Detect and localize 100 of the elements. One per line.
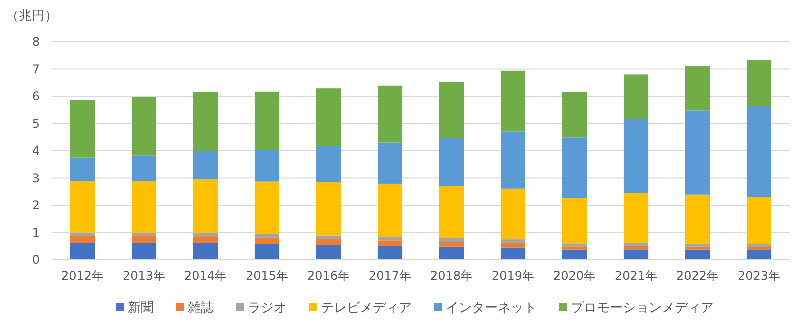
bar bbox=[378, 240, 403, 246]
bar bbox=[746, 106, 772, 198]
y-axis-title: （兆円） bbox=[6, 9, 58, 24]
y-tick-label: 3 bbox=[32, 171, 40, 186]
bar bbox=[685, 110, 710, 195]
y-tick-label: 6 bbox=[32, 90, 40, 104]
bar bbox=[316, 88, 342, 146]
bar bbox=[132, 97, 157, 156]
bar bbox=[70, 100, 96, 158]
bar bbox=[500, 240, 526, 244]
bar bbox=[378, 246, 403, 260]
bar bbox=[378, 184, 403, 238]
bar bbox=[132, 156, 157, 182]
bar bbox=[500, 243, 526, 248]
bar bbox=[624, 193, 649, 244]
x-tick-label: 2016年 bbox=[307, 269, 350, 283]
x-tick-label: 2015年 bbox=[246, 269, 289, 283]
bar bbox=[193, 236, 218, 244]
bar bbox=[500, 132, 526, 189]
bar bbox=[746, 244, 772, 248]
legend-label: ラジオ bbox=[248, 301, 287, 316]
y-tick-label: 0 bbox=[32, 253, 40, 267]
x-tick-label: 2017年 bbox=[368, 269, 412, 283]
bar bbox=[562, 246, 588, 250]
x-tick-label: 2013年 bbox=[122, 269, 166, 283]
bar bbox=[500, 70, 526, 132]
y-tick-label: 7 bbox=[32, 62, 40, 76]
x-tick-label: 2021年 bbox=[614, 269, 658, 283]
bar bbox=[685, 250, 710, 260]
bar bbox=[70, 182, 96, 233]
bar bbox=[378, 142, 403, 184]
bar bbox=[624, 250, 649, 260]
bar bbox=[70, 243, 96, 260]
bar bbox=[132, 233, 157, 236]
y-tick-label: 5 bbox=[32, 116, 40, 131]
x-tick-label: 2012年 bbox=[61, 269, 104, 283]
bar bbox=[254, 150, 280, 182]
bar bbox=[316, 146, 342, 182]
bar bbox=[685, 244, 710, 247]
bar bbox=[316, 182, 342, 236]
x-tick-label: 2022年 bbox=[676, 269, 720, 283]
bar bbox=[254, 234, 280, 238]
bar bbox=[746, 247, 772, 250]
bar bbox=[70, 232, 96, 236]
bar bbox=[562, 250, 588, 260]
bar bbox=[316, 239, 342, 246]
bar bbox=[316, 245, 342, 260]
bar bbox=[439, 138, 464, 186]
bar bbox=[193, 151, 218, 180]
bar bbox=[132, 181, 157, 234]
bar bbox=[193, 243, 218, 260]
y-tick-label: 2 bbox=[32, 198, 40, 212]
bar bbox=[193, 92, 218, 151]
bar bbox=[378, 237, 403, 241]
bar bbox=[439, 186, 464, 238]
bar bbox=[439, 246, 464, 260]
bar bbox=[132, 236, 157, 244]
bar bbox=[439, 238, 464, 242]
x-tick-label: 2019年 bbox=[492, 269, 535, 283]
bar bbox=[193, 180, 218, 234]
x-tick-label: 2020年 bbox=[553, 269, 596, 283]
bar bbox=[378, 86, 403, 143]
bar bbox=[70, 158, 96, 182]
legend-label: プロモーションメディア bbox=[571, 301, 714, 316]
bar bbox=[254, 182, 280, 234]
bar bbox=[624, 243, 649, 246]
bar bbox=[254, 238, 280, 244]
bar bbox=[439, 242, 464, 247]
bar bbox=[132, 243, 157, 260]
bar bbox=[624, 74, 649, 120]
bar bbox=[746, 60, 772, 106]
bar bbox=[193, 233, 218, 237]
bar bbox=[562, 138, 588, 198]
bar bbox=[685, 66, 710, 111]
y-tick-label: 8 bbox=[32, 35, 40, 49]
x-tick-label: 2014年 bbox=[184, 269, 228, 283]
bar bbox=[254, 92, 280, 150]
bar bbox=[685, 246, 710, 250]
legend-label: 新聞 bbox=[128, 301, 154, 316]
bar bbox=[562, 92, 588, 138]
bar bbox=[624, 246, 649, 250]
bar bbox=[685, 194, 710, 244]
bar bbox=[746, 250, 772, 260]
bar bbox=[562, 198, 588, 244]
x-tick-label: 2018年 bbox=[430, 269, 474, 283]
y-tick-label: 1 bbox=[32, 226, 40, 240]
legend-label: テレビメディア bbox=[321, 301, 412, 316]
bar bbox=[500, 188, 526, 240]
bar bbox=[624, 119, 649, 194]
bar bbox=[562, 244, 588, 247]
x-tick-label: 2023年 bbox=[738, 269, 781, 283]
bar bbox=[254, 244, 280, 260]
bar bbox=[316, 236, 342, 240]
legend-label: 雑誌 bbox=[188, 301, 214, 316]
bar bbox=[746, 197, 772, 244]
y-tick-label: 4 bbox=[32, 144, 40, 158]
bar bbox=[500, 248, 526, 260]
legend-label: インターネット bbox=[446, 301, 537, 316]
bar bbox=[70, 236, 96, 244]
bar bbox=[439, 82, 464, 138]
